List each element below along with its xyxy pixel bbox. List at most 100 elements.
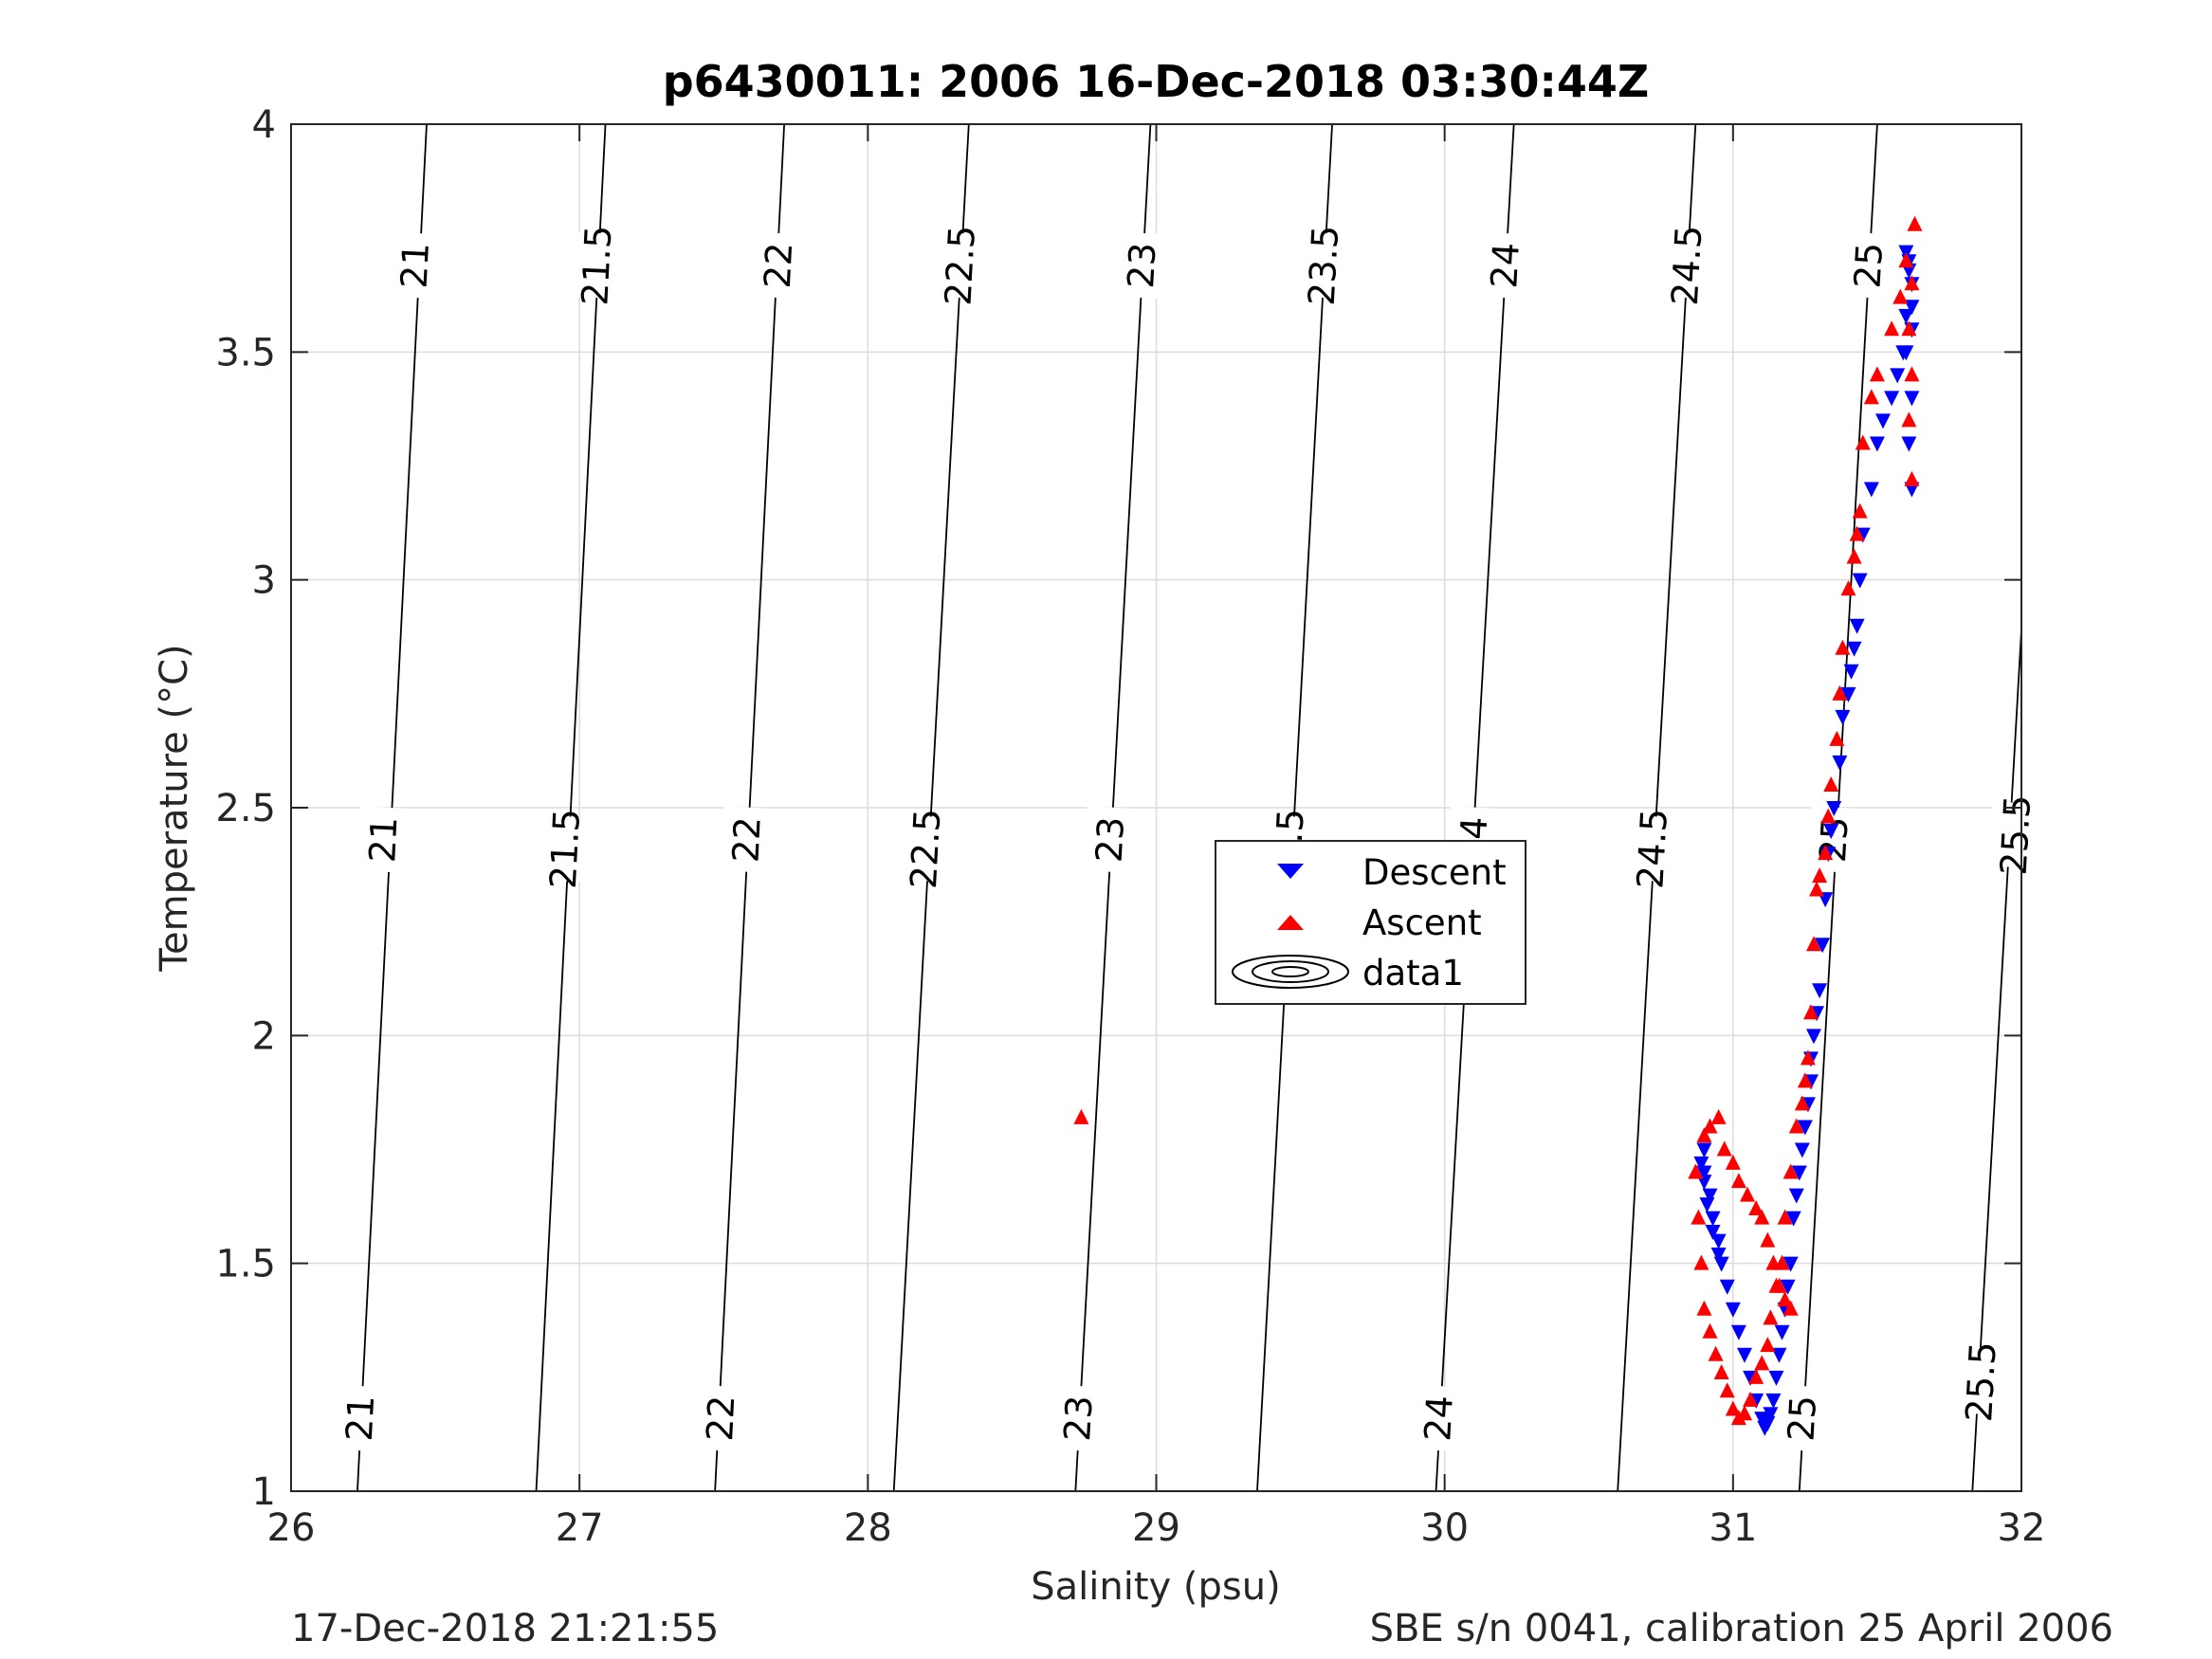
legend-data1-label: data1	[1362, 953, 1464, 994]
ascent-point	[1716, 1140, 1732, 1157]
ascent-point	[1782, 1163, 1799, 1179]
ascent-point	[1818, 845, 1834, 861]
x-tick-label: 32	[1998, 1506, 2046, 1550]
y-tick-label: 4	[252, 103, 276, 147]
descent-point	[1693, 1156, 1709, 1172]
ascent-point	[1840, 580, 1856, 596]
descent-point	[1780, 1279, 1796, 1295]
ascent-point	[1748, 1368, 1764, 1384]
contour-label-gap	[1775, 1384, 1829, 1452]
y-tick-label: 3	[252, 559, 276, 603]
ascent-point	[1754, 1209, 1770, 1225]
ascent-point	[1730, 1173, 1746, 1189]
descent-point	[1730, 1324, 1746, 1340]
contour-label: 25	[1846, 242, 1891, 290]
descent-point	[1890, 368, 1906, 384]
x-tick-label: 27	[556, 1506, 604, 1550]
contour-label: 21.5	[574, 225, 619, 307]
contour-label: 22	[724, 815, 768, 864]
ascent-point	[1829, 730, 1845, 746]
ascent-point	[1788, 1118, 1804, 1134]
descent-point	[1852, 573, 1868, 589]
y-axis: 11.522.533.54	[215, 103, 2021, 1514]
contour-label: 22	[757, 242, 800, 290]
contour-line	[1617, 123, 1697, 1492]
descent-point	[1904, 300, 1920, 316]
ascent-point	[1812, 867, 1828, 884]
y-tick-label: 3.5	[215, 331, 276, 374]
contour-label: 25	[1812, 815, 1856, 864]
ascent-point	[1892, 288, 1909, 304]
ascent-point	[1904, 470, 1920, 486]
ascent-point	[1849, 525, 1865, 541]
contour-label: 25	[1780, 1395, 1824, 1443]
descent-point	[1832, 755, 1848, 771]
contour-label: 21	[393, 242, 437, 290]
contour-label: 22.5	[937, 225, 983, 307]
contour-label-gap	[1625, 814, 1679, 883]
contour-label-gap	[1297, 231, 1350, 300]
x-tick-label: 28	[844, 1506, 892, 1550]
x-tick-label: 29	[1132, 1506, 1180, 1550]
ascent-point	[1725, 1400, 1741, 1416]
legend-box	[1215, 840, 1526, 1005]
ascent-point	[1693, 1254, 1709, 1270]
ascent-point	[1073, 1108, 1089, 1124]
contour-label: 24	[1417, 1395, 1461, 1443]
descent-point	[1875, 413, 1891, 429]
grid	[291, 124, 2021, 1491]
contour-line	[892, 123, 970, 1492]
ascent-point	[1823, 775, 1839, 792]
ascent-point	[1743, 1391, 1759, 1407]
ascent-point	[1765, 1254, 1782, 1270]
ascent-point	[1760, 1337, 1776, 1353]
ascent-point	[1869, 366, 1885, 382]
contour-label-gap	[334, 1384, 387, 1452]
x-tick-label: 30	[1420, 1506, 1469, 1550]
legend-descent-label: Descent	[1362, 852, 1507, 893]
y-tick-label: 2.5	[215, 787, 276, 830]
descent-point	[1705, 1211, 1721, 1227]
descent-point	[1782, 1256, 1799, 1272]
ascent-point	[1771, 1277, 1787, 1293]
descent-point	[1815, 938, 1831, 954]
ascent-point	[1710, 1108, 1727, 1124]
contour-label-gap	[570, 231, 624, 300]
ascent-point	[1907, 215, 1923, 231]
contour-label-gap	[1989, 801, 2042, 869]
descent-point	[1812, 983, 1828, 999]
x-axis-label: Salinity (psu)	[1031, 1565, 1280, 1609]
contour-line	[535, 123, 607, 1492]
chart-title: p6430011: 2006 16-Dec-2018 03:30:44Z	[663, 56, 1650, 107]
contour-label-gap	[694, 1384, 747, 1452]
ascent-point	[1748, 1199, 1764, 1215]
ascent-point	[1708, 1345, 1724, 1361]
descent-point	[1835, 709, 1851, 725]
descent-point	[1797, 1120, 1813, 1136]
contour-line	[356, 123, 428, 1492]
ascent-point	[1691, 1209, 1707, 1225]
contour-label: 23.5	[1301, 225, 1347, 307]
ascent-point	[1730, 1410, 1746, 1426]
ascent-point	[1725, 1154, 1741, 1170]
ascent-point	[1702, 1118, 1718, 1134]
contour-label-gap	[1954, 1348, 2008, 1416]
descent-point	[1869, 436, 1885, 452]
x-tick-label: 26	[267, 1506, 316, 1550]
legend-ascent-label: Ascent	[1362, 902, 1482, 943]
y-tick-label: 2	[252, 1014, 276, 1058]
descent-point	[1765, 1393, 1782, 1409]
descent-point	[1823, 824, 1839, 840]
ascent-series	[1073, 215, 1923, 1426]
descent-point	[1702, 1188, 1718, 1204]
contour-label: 23	[1056, 1395, 1101, 1443]
contour-label: 25.5	[1958, 1340, 2004, 1423]
ascent-point	[1809, 881, 1825, 897]
contour-line	[1256, 123, 1333, 1492]
ascent-point	[1777, 1291, 1793, 1307]
descent-point	[1785, 1211, 1801, 1227]
descent-point	[1826, 801, 1842, 816]
footer-timestamp: 17-Dec-2018 21:21:55	[291, 1607, 720, 1650]
descent-point	[1737, 1347, 1752, 1363]
